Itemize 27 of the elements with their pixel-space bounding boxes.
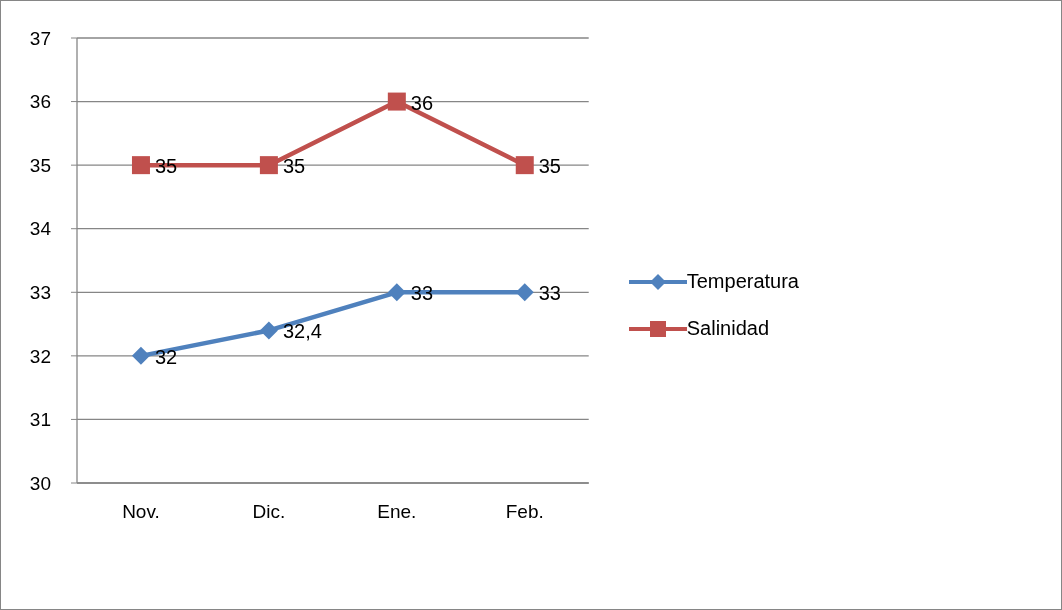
x-tick-label: Ene. [377,501,417,523]
point [515,156,534,175]
y-tick-label: 35 [29,154,51,176]
y-tick-label: 34 [29,218,52,240]
y-tick-label: 30 [29,472,51,494]
x-tick-label: Dic. [252,501,286,523]
data-label: 35 [538,155,561,178]
x-tick-label: Feb. [505,501,544,523]
legend-label: Temperatura [686,270,799,293]
y-tick-label: 31 [29,409,51,431]
point [259,156,278,175]
legend-label: Salinidad [686,317,770,340]
point [387,92,406,111]
y-tick-label: 33 [29,282,51,304]
data-label: 33 [538,282,561,305]
point [131,346,150,365]
data-label: 36 [410,91,434,114]
point [515,283,534,302]
point [259,321,278,340]
data-label: 35 [282,155,306,178]
y-tick-label: 36 [29,91,51,113]
point [387,283,406,302]
point [131,156,150,175]
data-label: 32,4 [282,320,322,343]
y-tick-label: 32 [29,345,51,367]
x-tick-label: Nov. [122,501,160,523]
y-tick-label: 37 [29,27,51,49]
